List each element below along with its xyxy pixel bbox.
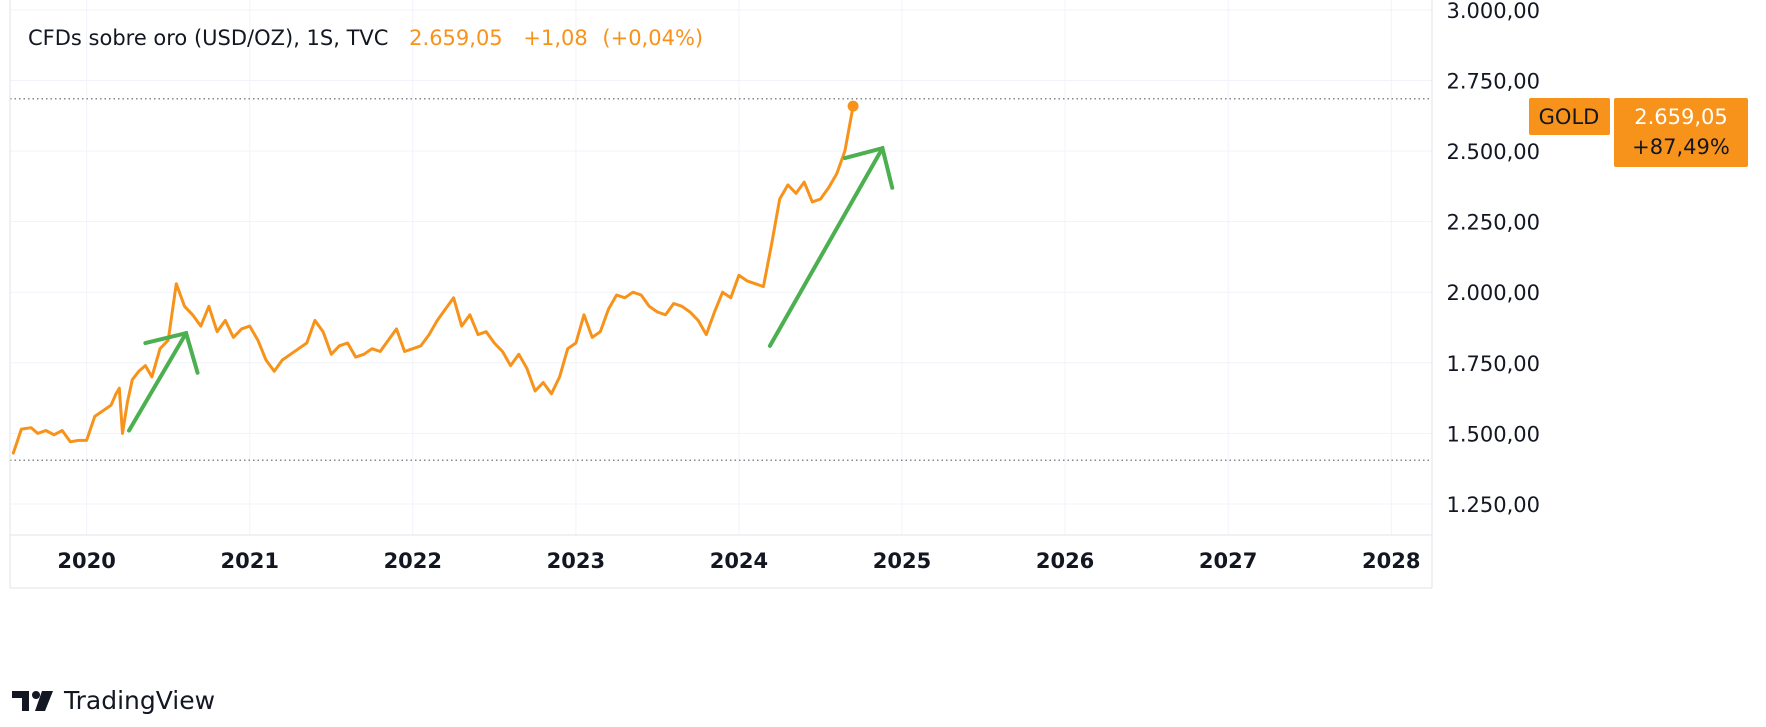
price-label-change: +87,49% (1632, 135, 1730, 159)
x-tick-label: 2028 (1362, 549, 1420, 573)
price-change-percent: (+0,04%) (602, 26, 704, 50)
series-layer (11, 100, 859, 455)
symbol-description: CFDs sobre oro (USD/OZ), 1S, TVC (28, 26, 389, 50)
x-axis-labels[interactable]: 2020 2021 2022 2023 2024 2025 2026 2027 2028 (57, 549, 1420, 573)
x-tick-label: 2021 (220, 549, 278, 573)
y-tick-label: 1.750,00 (1446, 352, 1540, 376)
price-label: GOLD 2.659,05 +87,49% (1529, 98, 1748, 167)
x-tick-label: 2027 (1199, 549, 1257, 573)
trend-arrows (127, 145, 895, 433)
reference-lines (10, 98, 1432, 461)
tradingview-branding[interactable]: TradingView (12, 686, 215, 715)
x-tick-label: 2020 (57, 549, 115, 573)
tradingview-wordmark: TradingView (64, 686, 216, 715)
chart-legend: CFDs sobre oro (USD/OZ), 1S, TVC 2.659,0… (28, 26, 703, 50)
y-tick-label: 2.500,00 (1446, 140, 1540, 164)
y-axis-labels[interactable]: 1.250,00 1.500,00 1.750,00 2.000,00 2.250,00… (1446, 0, 1540, 517)
x-tick-label: 2025 (873, 549, 931, 573)
x-tick-label: 2024 (710, 549, 768, 573)
price-label-ticker-bg (1529, 98, 1610, 135)
y-tick-label: 2.250,00 (1446, 211, 1540, 235)
y-tick-label: 2.750,00 (1446, 69, 1540, 93)
tradingview-logo-icon (12, 690, 53, 711)
trend-arrow-1-head (842, 145, 895, 190)
grid (10, 0, 1432, 535)
price-label-ticker: GOLD (1539, 105, 1600, 129)
trend-arrow-1-shaft (767, 146, 885, 348)
y-tick-label: 1.250,00 (1446, 493, 1540, 517)
y-tick-label: 1.500,00 (1446, 422, 1540, 446)
trend-arrow-0-shaft (127, 331, 189, 433)
last-price-marker (847, 100, 859, 112)
axes (9, 0, 1433, 589)
x-tick-label: 2022 (384, 549, 442, 573)
last-price: 2.659,05 (409, 26, 503, 50)
price-line-series-0 (11, 104, 855, 455)
price-label-value-bg (1614, 98, 1748, 167)
x-tick-label: 2026 (1036, 549, 1094, 573)
price-label-value: 2.659,05 (1634, 105, 1728, 129)
x-tick-label: 2023 (547, 549, 605, 573)
y-tick-label: 2.000,00 (1446, 281, 1540, 305)
y-tick-label: 3.000,00 (1446, 0, 1540, 23)
price-change: +1,08 (523, 26, 588, 50)
trend-arrow-0-head (143, 330, 200, 375)
